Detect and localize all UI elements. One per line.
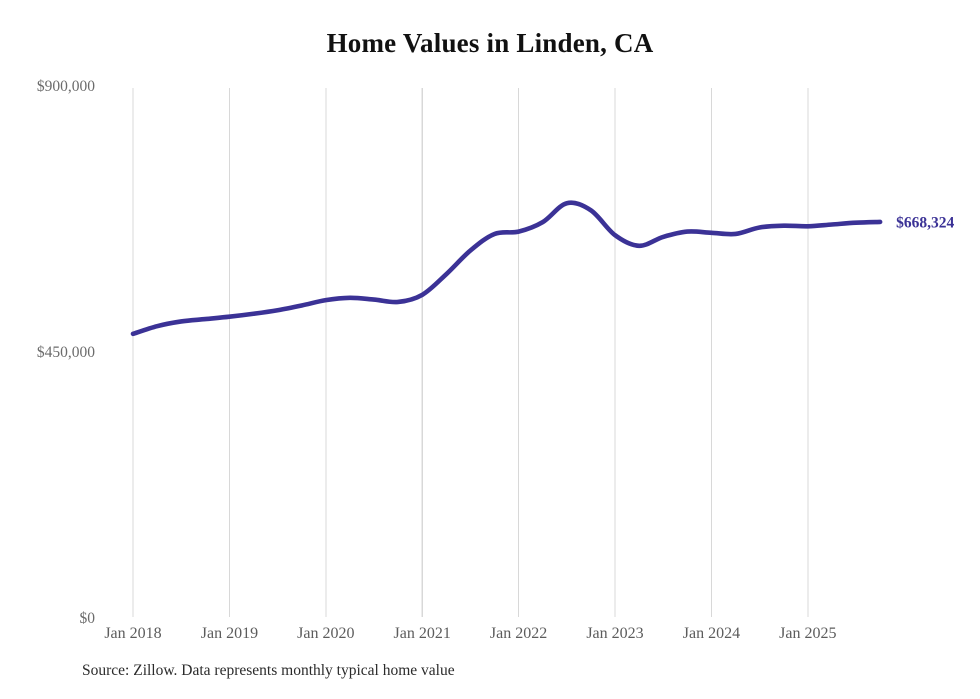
x-axis-tick-labels: Jan 2018 Jan 2019 Jan 2020 Jan 2021 Jan 2022… <box>104 625 836 642</box>
x-axis-tick-label: Jan 2023 <box>586 625 643 642</box>
gridlines <box>132 88 809 617</box>
x-axis-tick-label: Jan 2022 <box>490 625 547 642</box>
x-axis-tick-label: Jan 2021 <box>394 625 451 642</box>
series-line-group <box>130 200 883 337</box>
source-footnote: Source: Zillow. Data represents monthly … <box>82 662 455 679</box>
series-end-value-label: $668,324 <box>896 214 954 231</box>
x-axis-tick-label: Jan 2024 <box>683 625 740 642</box>
x-axis-tick-label: Jan 2019 <box>201 625 258 642</box>
end-value-label-group: $668,324 <box>896 214 954 231</box>
y-axis-tick-label: $450,000 <box>37 344 95 361</box>
x-axis-tick-label: Jan 2025 <box>779 625 836 642</box>
y-axis-tick-label: $0 <box>80 610 96 627</box>
y-axis-tick-label: $900,000 <box>37 78 95 95</box>
series-line <box>130 200 883 337</box>
x-axis-tick-label: Jan 2020 <box>297 625 354 642</box>
y-axis-tick-labels: $0 $450,000 $900,000 <box>37 78 95 627</box>
x-axis-tick-label: Jan 2018 <box>104 625 161 642</box>
page-title: Home Values in Linden, CA <box>326 28 654 58</box>
